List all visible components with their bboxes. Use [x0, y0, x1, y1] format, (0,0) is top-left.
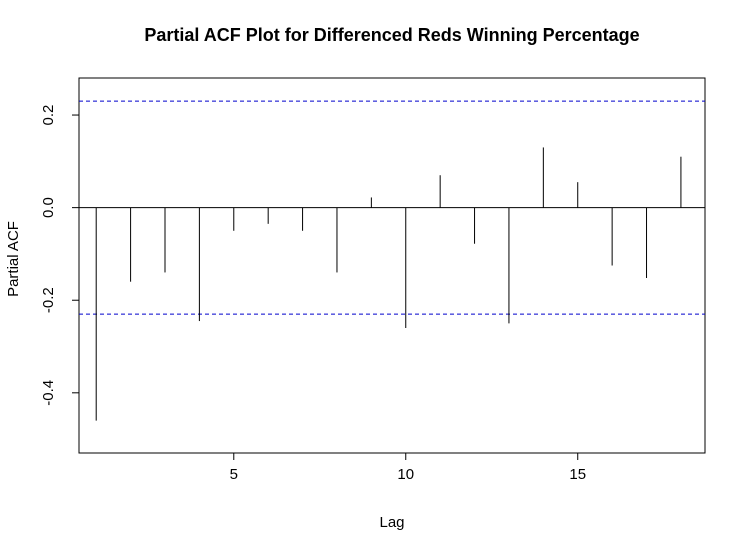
x-tick-label-5: 5	[230, 466, 238, 483]
y-tick-label-1: -0.2	[40, 287, 57, 313]
x-axis-label: Lag	[379, 514, 404, 531]
y-tick-label-2: 0.0	[40, 197, 57, 218]
chart-title: Partial ACF Plot for Differenced Reds Wi…	[144, 25, 639, 45]
x-tick-label-15: 15	[569, 466, 586, 483]
y-tick-label-0: -0.4	[40, 380, 57, 406]
y-tick-label-3: 0.2	[40, 105, 57, 126]
chart-marks: 5 10 15 -0.4 -0.2 0.0 0.2	[40, 100, 705, 483]
x-tick-label-10: 10	[397, 466, 414, 483]
y-axis-label: Partial ACF	[5, 221, 22, 297]
plot-frame	[78, 77, 706, 454]
